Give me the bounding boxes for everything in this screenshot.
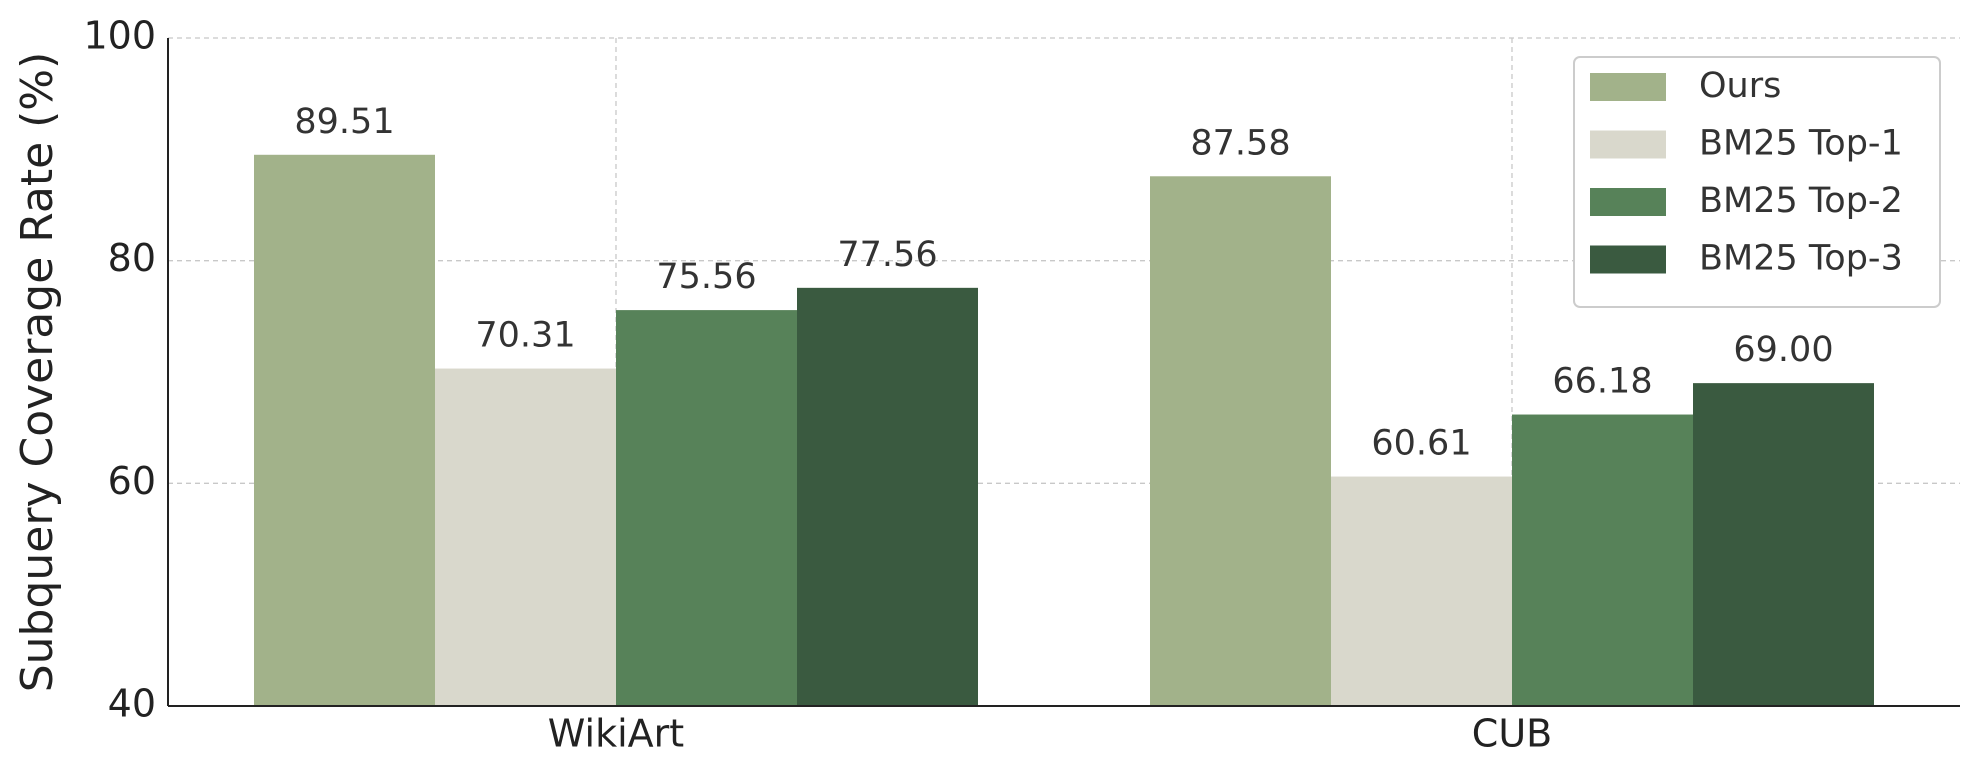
legend-swatch	[1590, 130, 1666, 159]
legend-box	[1573, 56, 1941, 308]
value-label: 87.58	[1190, 123, 1290, 163]
value-label: 75.56	[656, 257, 756, 297]
bar	[1150, 176, 1331, 706]
legend-label: BM25 Top-3	[1699, 239, 1903, 279]
value-label: 60.61	[1371, 424, 1471, 464]
y-tick-label: 40	[108, 682, 156, 726]
bar	[1512, 414, 1693, 706]
bar	[1331, 476, 1512, 706]
y-axis-label: Subquery Coverage Rate (%)	[12, 52, 63, 693]
y-tick-label: 60	[108, 459, 156, 503]
x-tick-label: CUB	[1472, 712, 1552, 756]
legend-swatch	[1590, 73, 1666, 101]
legend-swatch	[1590, 245, 1666, 274]
x-tick-label: WikiArt	[548, 712, 684, 756]
y-tick-label: 80	[108, 236, 156, 280]
legend-label: BM25 Top-1	[1699, 124, 1903, 164]
bar	[254, 154, 435, 706]
value-label: 89.51	[294, 102, 394, 142]
value-label: 69.00	[1733, 330, 1833, 370]
legend-swatch	[1590, 188, 1666, 216]
y-tick-label: 100	[83, 14, 156, 58]
bar	[1693, 383, 1874, 706]
value-label: 66.18	[1552, 362, 1652, 402]
bar	[435, 368, 616, 706]
value-label: 77.56	[837, 235, 937, 275]
bar	[797, 287, 978, 706]
legend-label: Ours	[1699, 66, 1781, 106]
legend-label: BM25 Top-2	[1699, 181, 1903, 221]
bar	[616, 310, 797, 706]
value-label: 70.31	[475, 316, 575, 356]
